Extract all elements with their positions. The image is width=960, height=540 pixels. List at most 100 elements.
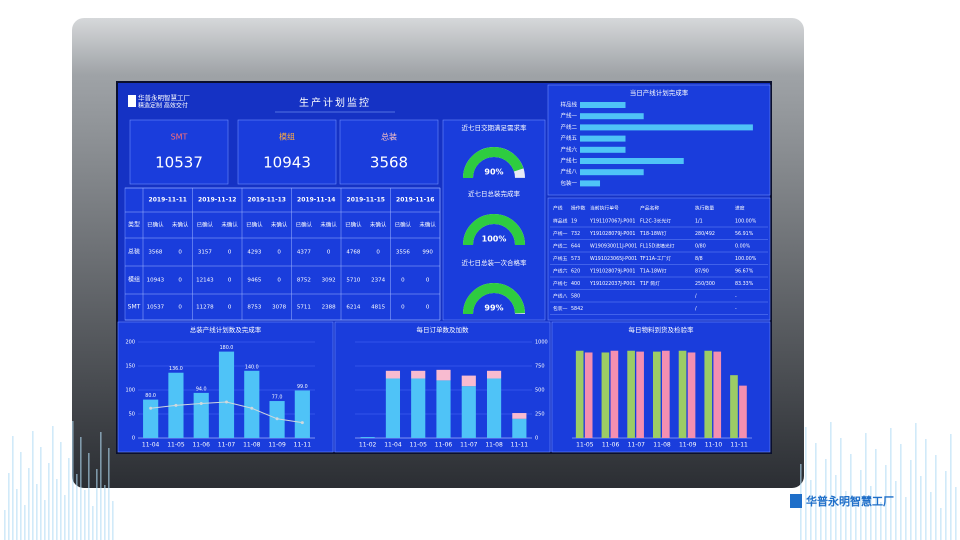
line-table-cell: 83.33% xyxy=(735,281,754,287)
x-tick-label: 11-05 xyxy=(409,442,427,449)
line-table-cell: 产线七 xyxy=(553,280,568,287)
slogan: 精造定制 高效交付 xyxy=(138,102,188,110)
decor-bar xyxy=(950,434,952,540)
bar xyxy=(580,158,684,164)
bar xyxy=(584,352,593,438)
x-tick-label: 11-11 xyxy=(294,442,312,449)
bar xyxy=(580,169,644,176)
line-table-cell: 87/90 xyxy=(695,269,709,275)
table-cell: 12143 xyxy=(196,278,214,284)
line-table-header: 操作数 xyxy=(571,205,586,212)
table-cell: 3092 xyxy=(322,278,336,284)
table-cell: 0 xyxy=(228,278,232,284)
decor-bar xyxy=(16,489,18,540)
bar-segment xyxy=(461,386,476,438)
chart-title: 每日订单数及加数 xyxy=(417,325,470,334)
decor-bar xyxy=(935,455,937,540)
table-date: 2019-11-14 xyxy=(297,197,335,204)
x-tick-label: 11-07 xyxy=(628,442,646,449)
table-subheader: 已确认 xyxy=(197,221,214,229)
decor-bar xyxy=(24,505,26,540)
logo-icon xyxy=(790,494,802,508)
table-cell: 4293 xyxy=(247,250,261,256)
decor-bar xyxy=(84,490,86,540)
table-cell: 0 xyxy=(277,278,281,284)
decor-bar xyxy=(56,479,58,540)
decor-bar xyxy=(895,481,897,540)
decor-bar xyxy=(108,448,110,540)
y-tick-label: 750 xyxy=(535,364,545,370)
panel xyxy=(124,187,441,321)
table-cell: 0 xyxy=(426,278,430,284)
decor-bar xyxy=(88,453,90,540)
y-tick-label: 1000 xyxy=(535,340,548,346)
kpi-label: 总装 xyxy=(381,132,397,142)
table-date: 2019-11-16 xyxy=(396,197,434,204)
y-tick-label: 500 xyxy=(535,388,545,394)
line-table-header: 进度 xyxy=(735,205,745,212)
category-label: 产线七 xyxy=(560,157,577,165)
line-table-cell: 644 xyxy=(571,244,580,250)
table-cell: 5710 xyxy=(346,278,360,284)
decor-bar xyxy=(855,507,857,540)
screen-title: 生产计划监控 xyxy=(299,96,371,109)
gauge-arc xyxy=(463,283,525,315)
panel xyxy=(237,119,337,185)
bar xyxy=(580,102,626,108)
line-table-cell: - xyxy=(735,295,737,300)
value-label: 140.0 xyxy=(245,364,259,370)
category-label: 产线六 xyxy=(560,145,577,153)
line-point xyxy=(199,401,203,405)
value-label: 77.0 xyxy=(272,395,283,401)
bar xyxy=(294,390,310,438)
panel xyxy=(339,119,439,185)
decor-bar xyxy=(905,497,907,540)
value-label: 136.0 xyxy=(169,366,183,372)
line-table-cell: 产线八 xyxy=(553,293,568,300)
bar xyxy=(610,350,619,438)
table-cell: 8752 xyxy=(297,278,311,284)
kpi-value: 3568 xyxy=(370,154,408,172)
line-table-cell: 250/300 xyxy=(695,281,715,287)
decor-bar xyxy=(76,474,78,540)
bar xyxy=(739,385,747,438)
line-table-cell: - xyxy=(735,307,737,312)
brand: 华普永明智慧工厂 xyxy=(138,93,191,102)
line-table-cell: 100.00% xyxy=(735,256,757,262)
x-tick-label: 11-09 xyxy=(268,442,286,449)
bar-segment xyxy=(461,375,476,387)
x-tick-label: 11-08 xyxy=(243,442,261,449)
table-cell: 6214 xyxy=(346,305,360,311)
table-cell: 8753 xyxy=(247,305,261,311)
bar xyxy=(662,350,670,438)
bar xyxy=(713,351,722,438)
bar xyxy=(143,399,159,438)
gauge-value: 90% xyxy=(484,168,503,177)
table-row-label: 总装 xyxy=(128,248,140,256)
table-cell: 0 xyxy=(277,250,281,256)
line-table-cell: 100.00% xyxy=(735,219,757,225)
table-cell: 4377 xyxy=(297,250,311,256)
line-table-cell: 56.91% xyxy=(735,231,754,237)
decor-bar xyxy=(32,431,34,540)
line-table-cell: 573 xyxy=(571,256,580,262)
decor-bar xyxy=(64,495,66,540)
x-tick-label: 11-07 xyxy=(460,442,478,449)
decor-bar xyxy=(44,500,46,540)
x-tick-label: 11-04 xyxy=(142,442,160,449)
bar-segment xyxy=(486,378,502,438)
table-cell: 2374 xyxy=(371,278,385,284)
decor-bar xyxy=(840,438,842,540)
bar xyxy=(678,350,687,438)
decor-bar xyxy=(8,473,10,540)
line-table-header: 执行数量 xyxy=(695,205,714,212)
kpi-value: 10537 xyxy=(155,154,203,172)
line-table-cell: T1F 筒灯 xyxy=(639,280,660,287)
decor-bar xyxy=(830,422,832,540)
bar-segment xyxy=(436,380,451,438)
y-tick-label: 150 xyxy=(125,364,135,370)
x-tick-label: 11-11 xyxy=(730,442,748,449)
bar-segment xyxy=(385,370,401,379)
table-cell: 990 xyxy=(422,250,433,256)
bar xyxy=(601,352,610,438)
